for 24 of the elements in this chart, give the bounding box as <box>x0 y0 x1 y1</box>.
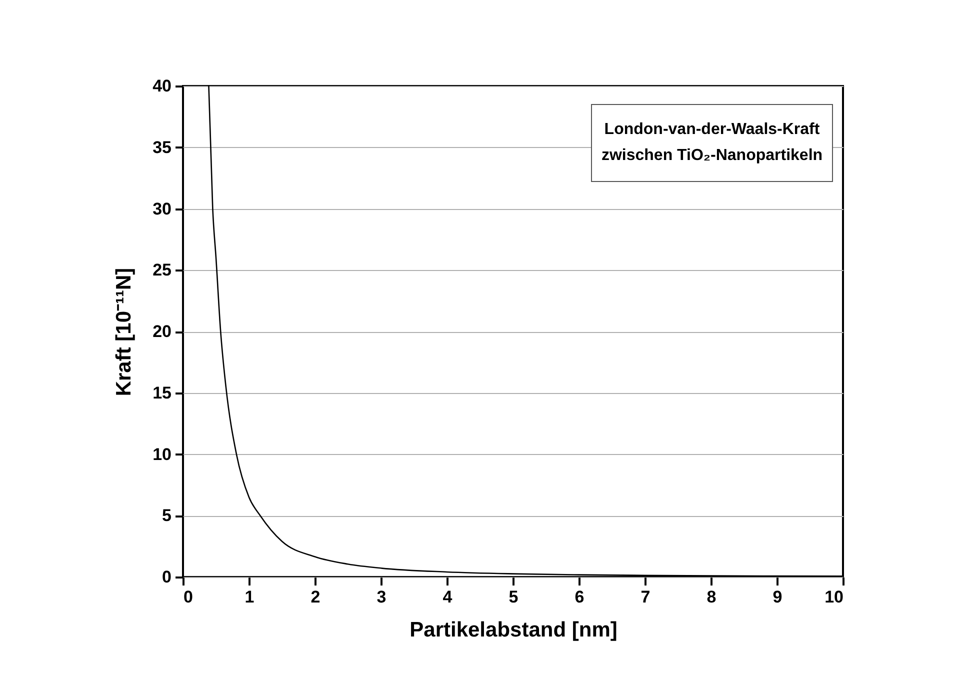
y-tick-label: 25 <box>152 260 172 280</box>
y-tick-label: 20 <box>152 322 172 341</box>
y-tick-label: 5 <box>162 506 172 526</box>
y-tick-label: 30 <box>152 199 172 218</box>
x-tick-label: 5 <box>508 588 518 606</box>
x-tick-label: 9 <box>772 588 782 606</box>
x-tick-label: 8 <box>706 588 716 606</box>
x-tick-label: 2 <box>310 588 320 606</box>
y-tick-label: 10 <box>152 444 172 464</box>
x-tick-label: 7 <box>640 588 650 606</box>
y-tick-label: 35 <box>152 138 172 157</box>
y-tick-label: 40 <box>152 76 172 96</box>
x-tick-label: 0 <box>184 588 193 606</box>
annotation: zwischen TiO₂-Nanopartikeln <box>600 146 824 166</box>
x-tick-label: 1 <box>244 588 254 606</box>
y-axis-title: Kraft [10⁻¹¹N] <box>112 268 136 396</box>
y-tick-label: 0 <box>162 568 172 586</box>
x-tick-label: 4 <box>442 588 453 606</box>
x-tick-label: 10 <box>824 588 844 606</box>
x-axis-title: Partikelabstand [nm] <box>410 618 618 642</box>
x-tick-label: 3 <box>376 588 386 606</box>
annotation: London-van-der-Waals-Kraft <box>603 120 821 140</box>
y-tick-label: 15 <box>152 383 172 402</box>
x-tick-label: 6 <box>574 588 584 606</box>
